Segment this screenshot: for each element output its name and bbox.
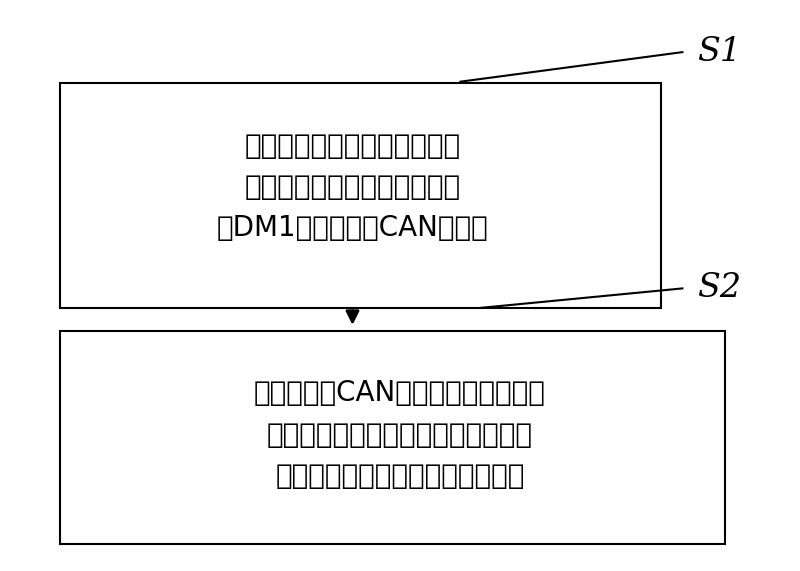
Text: 至少一个功能控制系统在发生
故障时，主动将当前发生的故
障DM1报文发送到CAN总线上: 至少一个功能控制系统在发生 故障时，主动将当前发生的故 障DM1报文发送到CAN… — [217, 132, 488, 242]
Bar — [59, 83, 662, 308]
Bar — [59, 331, 725, 544]
Text: S2: S2 — [697, 272, 741, 304]
Text: S1: S1 — [697, 36, 741, 68]
Text: 仪表从所述CAN总线中接收当前发生
的故障报文，解析所述当前发生的故
障报文并将故障相关信息显示出来: 仪表从所述CAN总线中接收当前发生 的故障报文，解析所述当前发生的故 障报文并将… — [254, 379, 546, 490]
